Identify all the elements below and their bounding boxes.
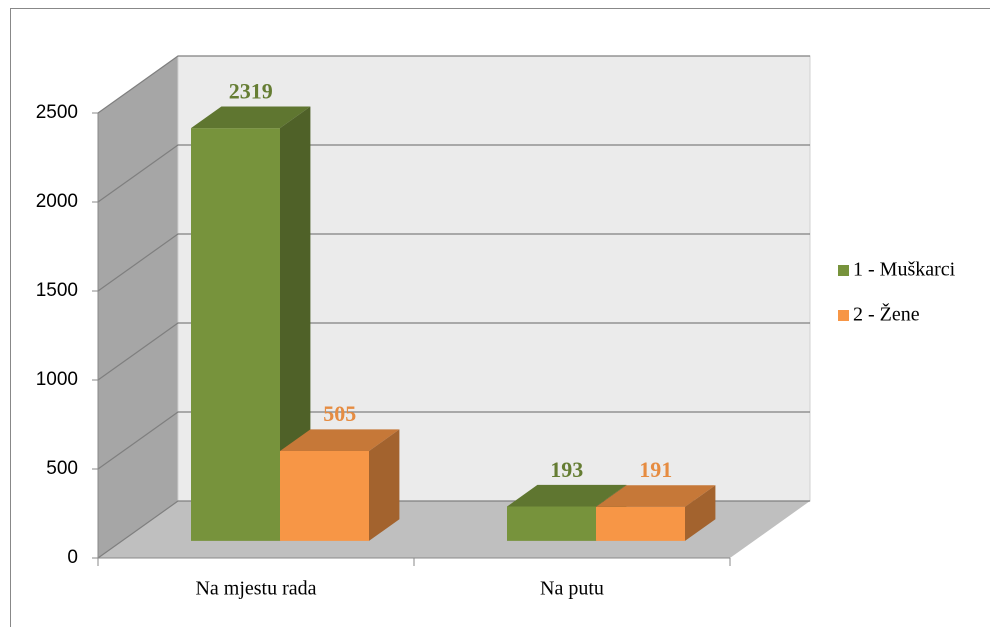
value-label: 2319 <box>229 78 273 103</box>
y-tick-label: 2000 <box>36 191 78 212</box>
grid-line <box>97 322 810 381</box>
value-label: 505 <box>323 401 356 426</box>
x-tick-label: Na mjestu rada <box>195 578 316 600</box>
bar <box>280 429 400 541</box>
grid-segment <box>97 55 810 114</box>
bar <box>191 106 311 541</box>
bar-side <box>369 429 400 541</box>
bar-front <box>191 128 280 541</box>
grid-segment <box>97 411 810 470</box>
grid-line <box>97 144 810 203</box>
side-wall <box>98 56 178 558</box>
y-tick-label: 0 <box>67 547 78 568</box>
bar-top <box>280 429 400 452</box>
value-label: 193 <box>550 457 583 482</box>
value-label: 191 <box>639 457 672 482</box>
bar-top <box>596 485 716 507</box>
legend-swatch <box>838 265 849 276</box>
y-tick-label: 2500 <box>36 102 78 123</box>
grid-segment <box>97 233 810 292</box>
grid-line <box>97 55 810 114</box>
grid-segment <box>97 322 810 381</box>
bar-top <box>191 106 311 129</box>
bar-top <box>507 484 627 507</box>
bar-front <box>280 451 369 541</box>
bar-side <box>685 485 716 541</box>
y-tick-label: 1000 <box>36 369 78 390</box>
grid-line <box>97 411 810 470</box>
bar-side <box>280 106 311 541</box>
bar-front <box>596 506 685 541</box>
x-tick-label: Na putu <box>540 578 604 600</box>
y-tick-label: 500 <box>46 458 78 479</box>
grid-line <box>97 233 810 292</box>
bar <box>596 485 716 541</box>
legend-label: 2 - Žene <box>853 303 920 326</box>
y-tick-label: 1500 <box>36 280 78 301</box>
legend-label: 1 - Muškarci <box>853 259 956 281</box>
legend-swatch <box>838 310 849 321</box>
grid-segment <box>97 144 810 203</box>
bar-front <box>507 506 596 541</box>
